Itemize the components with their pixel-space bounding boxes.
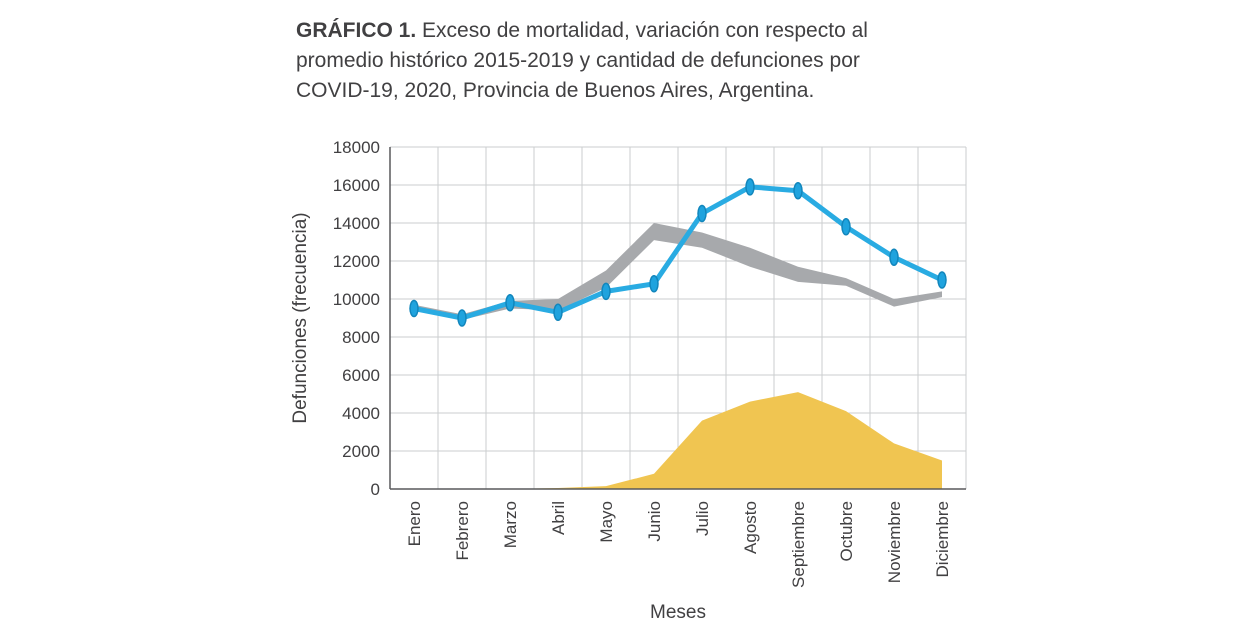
x-axis-title: Meses bbox=[650, 602, 706, 623]
x-tick-label: Junio bbox=[645, 501, 664, 542]
marker-defunciones-2020 bbox=[793, 181, 803, 200]
marker-defunciones-2020 bbox=[601, 282, 611, 301]
band-historico bbox=[414, 223, 942, 320]
marker-defunciones-2020 bbox=[409, 299, 419, 318]
y-tick-label: 4000 bbox=[342, 404, 380, 423]
y-tick-label: 6000 bbox=[342, 366, 380, 385]
marker-defunciones-2020 bbox=[889, 248, 899, 266]
y-tick-label: 2000 bbox=[342, 442, 380, 461]
marker-defunciones-2020 bbox=[553, 303, 563, 322]
marker-defunciones-2020 bbox=[457, 309, 467, 327]
figure-title-text: Exceso de mortalidad, variación con resp… bbox=[296, 19, 868, 102]
y-tick-label: 14000 bbox=[333, 214, 380, 233]
x-tick-label: Diciembre bbox=[933, 501, 952, 578]
x-tick-label: Marzo bbox=[501, 501, 520, 548]
line-defunciones-2020 bbox=[411, 184, 945, 321]
x-tick-label: Enero bbox=[405, 501, 424, 546]
figure-title-prefix: GRÁFICO 1. bbox=[296, 19, 417, 42]
x-tick-label: Mayo bbox=[597, 501, 616, 543]
y-tick-label: 16000 bbox=[333, 176, 380, 195]
y-tick-label: 18000 bbox=[333, 140, 380, 157]
x-tick-label: Abril bbox=[549, 501, 568, 535]
marker-defunciones-2020 bbox=[841, 218, 851, 236]
figure-title: GRÁFICO 1. Exceso de mortalidad, variaci… bbox=[296, 16, 896, 106]
marker-defunciones-2020 bbox=[649, 275, 659, 293]
marker-defunciones-2020 bbox=[745, 178, 755, 196]
y-tick-label: 10000 bbox=[333, 290, 380, 309]
marker-defunciones-2020 bbox=[937, 271, 947, 289]
y-tick-label: 12000 bbox=[333, 252, 380, 271]
x-tick-label: Noviembre bbox=[885, 501, 904, 583]
y-tick-label: 8000 bbox=[342, 328, 380, 347]
x-tick-label: Septiembre bbox=[789, 501, 808, 588]
x-tick-label: Octubre bbox=[837, 501, 856, 561]
marker-defunciones-2020 bbox=[505, 294, 515, 312]
x-tick-label: Febrero bbox=[453, 501, 472, 561]
mortality-chart: 0 2000 4000 6000 8000 10000 12000 14000 16000 180… bbox=[290, 140, 967, 623]
y-tick-label: 0 bbox=[371, 480, 380, 499]
y-axis-title: Defunciones (frecuencia) bbox=[290, 212, 311, 423]
marker-defunciones-2020 bbox=[697, 204, 707, 223]
x-tick-label: Julio bbox=[693, 501, 712, 536]
x-tick-label: Agosto bbox=[741, 501, 760, 554]
area-covid bbox=[414, 392, 942, 489]
